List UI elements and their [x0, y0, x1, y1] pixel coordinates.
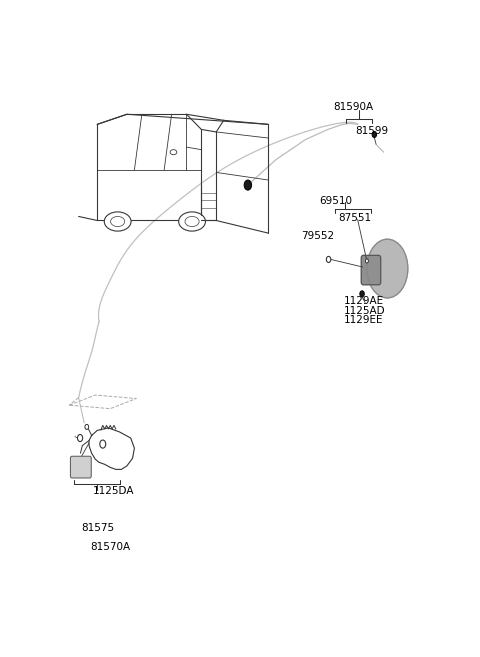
Text: 1129AE: 1129AE	[344, 296, 384, 306]
Text: 87551: 87551	[338, 213, 372, 223]
Text: 81590A: 81590A	[334, 102, 373, 112]
Text: 81599: 81599	[356, 126, 389, 137]
Text: 79552: 79552	[301, 231, 334, 240]
Ellipse shape	[104, 212, 131, 231]
FancyBboxPatch shape	[71, 456, 91, 478]
Circle shape	[100, 440, 106, 448]
Text: 81570A: 81570A	[91, 542, 131, 552]
Text: 1129EE: 1129EE	[344, 315, 383, 325]
Circle shape	[365, 259, 368, 263]
Circle shape	[85, 424, 89, 430]
Ellipse shape	[179, 212, 205, 231]
Text: 1125DA: 1125DA	[93, 486, 134, 496]
Ellipse shape	[110, 216, 125, 227]
Ellipse shape	[170, 150, 177, 155]
Text: 1125AD: 1125AD	[344, 306, 385, 315]
Text: 81575: 81575	[82, 523, 115, 533]
Ellipse shape	[367, 239, 408, 298]
Circle shape	[244, 180, 252, 190]
Circle shape	[326, 256, 331, 263]
Circle shape	[372, 131, 377, 137]
Ellipse shape	[185, 216, 199, 227]
Circle shape	[360, 291, 364, 297]
Circle shape	[77, 434, 83, 442]
Text: 69510: 69510	[320, 196, 353, 206]
FancyBboxPatch shape	[361, 256, 381, 284]
